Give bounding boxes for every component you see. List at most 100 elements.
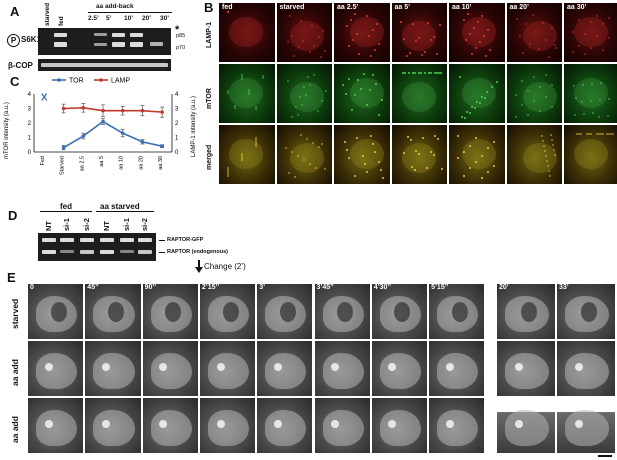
time-label: 2’15’’ (201, 284, 220, 291)
column-label: aa 30’ (567, 4, 587, 11)
column-label: aa 5’ (394, 4, 411, 11)
timelapse-frame (256, 340, 314, 397)
change-label: Change (2’) (204, 262, 246, 271)
s6k1-label: S6K1 (21, 35, 42, 44)
timelapse-frame (496, 340, 556, 397)
panel-c-label: C (10, 74, 20, 89)
micrograph-tile (563, 63, 617, 124)
panel-e-label: E (7, 270, 16, 285)
panel-d-label: D (8, 208, 18, 223)
row-label: starved (10, 298, 20, 329)
panel-a-label: A (10, 4, 20, 19)
micrograph-tile (505, 63, 563, 124)
timelapse-frame (428, 340, 486, 397)
phospho-circle: P (7, 34, 20, 47)
column-label: aa 2.5’ (337, 4, 359, 11)
lane-label: si-1 (62, 218, 71, 231)
micrograph-tile (448, 124, 506, 185)
micrograph-tile (448, 63, 506, 124)
panel-a-header-line (88, 12, 172, 13)
data-point-tor (101, 119, 105, 124)
legend-label: TOR (69, 78, 84, 85)
time-label: 33’ (559, 284, 569, 291)
raptor-blot (38, 233, 156, 261)
micrograph-tile: fed (218, 2, 276, 63)
micrograph-tile (390, 124, 448, 185)
timelapse-frame: 3’45’’ (313, 283, 371, 340)
data-point-lamp (160, 110, 164, 114)
row-label: aa add (10, 416, 20, 443)
row-label: LAMP-1 (206, 21, 213, 48)
raptor-endo-label: RAPTOR (endogenous) (167, 249, 229, 255)
phospho-label: P (10, 36, 17, 45)
timelapse-frame: 20’ (496, 283, 556, 340)
micrograph-tile: aa 20’ (505, 2, 563, 63)
timelapse-frame (256, 397, 314, 454)
column-label: aa 20’ (509, 4, 529, 11)
data-point-lamp (61, 106, 66, 111)
lane-label: starved (44, 2, 51, 26)
beta-cop-label: β-COP (8, 61, 33, 70)
timelapse-frame (370, 340, 429, 397)
y-tick-right: 3 (175, 107, 179, 113)
y-tick-right: 1 (175, 136, 179, 142)
raptor-endo-tick (159, 252, 165, 253)
lane-label: si-1 (122, 218, 131, 231)
data-point-tor (81, 134, 86, 138)
timelapse-frame (27, 397, 85, 454)
scale-bar-b (585, 184, 605, 186)
timelapse-frame: 33’ (556, 283, 616, 340)
time-label: 3’45’’ (316, 284, 334, 291)
column-label: fed (222, 4, 233, 11)
micrograph-tile: aa 5’ (390, 2, 448, 63)
micrograph-tile (563, 124, 617, 185)
fed-x-marker: X (41, 93, 48, 104)
x-tick-label: aa 20 (138, 156, 144, 170)
scale-bar-e (598, 455, 612, 457)
y-tick-right: 2 (175, 121, 179, 127)
x-tick-label: Starved (60, 156, 66, 175)
y-tick-right: 0 (175, 150, 179, 156)
data-point-tor (61, 145, 66, 150)
series-line-lamp (63, 106, 163, 113)
micrograph-tile (218, 124, 276, 185)
timelapse-frame: 90’’ (141, 283, 199, 340)
timelapse-frame (141, 340, 199, 397)
time-label: 5’15’’ (431, 284, 449, 291)
data-point-lamp (140, 108, 145, 113)
micrograph-tile (333, 63, 391, 124)
lane-label: 2.5’ (88, 15, 99, 22)
y-label-right: LAMP-1 intensity (a.u.) (191, 96, 197, 157)
legend-marker (99, 78, 103, 82)
row-label: mTOR (206, 88, 213, 109)
timelapse-frame (84, 340, 142, 397)
raptor-gfp-tick (159, 240, 165, 241)
row-label: merged (206, 144, 213, 170)
timelapse-frame (141, 397, 199, 454)
lane-label: NT (102, 221, 111, 231)
data-point-tor (140, 140, 145, 144)
x-tick-label: Fed (40, 156, 46, 165)
timelapse-frame (198, 397, 257, 454)
time-label: 45’’ (87, 284, 99, 291)
panel-a-header: aa add-back (96, 3, 134, 10)
timelapse-frame: 3’ (256, 283, 314, 340)
micrograph-tile: aa 30’ (563, 2, 617, 63)
group-starved-line (96, 211, 154, 212)
timelapse-frame: 2’15’’ (198, 283, 257, 340)
data-point-tor (160, 144, 164, 148)
timelapse-frame (84, 397, 142, 454)
lane-label: 10’ (124, 15, 134, 22)
y-tick-right: 4 (175, 92, 179, 98)
micrograph-tile: starved (275, 2, 333, 63)
micrograph-tile: aa 2.5’ (333, 2, 391, 63)
timelapse-frame (313, 397, 371, 454)
legend-label: LAMP (111, 78, 130, 85)
timelapse-frame: 45’’ (84, 283, 142, 340)
y-label-left: mTOR intensity (a.u.) (4, 102, 10, 159)
group-fed-line (40, 211, 92, 212)
x-tick-label: aa 10 (119, 156, 125, 170)
column-label: aa 10’ (452, 4, 472, 11)
timelapse-frame (313, 340, 371, 397)
data-point-lamp (101, 108, 105, 113)
